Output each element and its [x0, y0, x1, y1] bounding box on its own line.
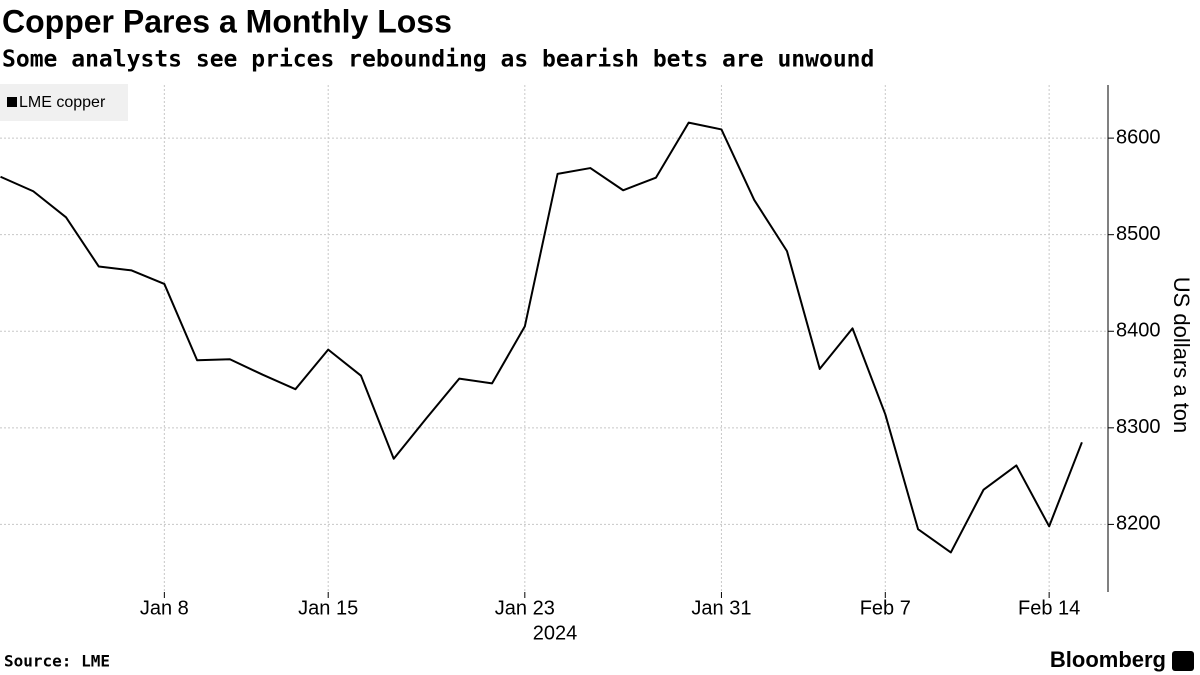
y-tick-label: 8600 — [1116, 126, 1161, 148]
y-tick-label: 8200 — [1116, 513, 1161, 535]
y-tick-label: 8500 — [1116, 223, 1161, 245]
x-axis-year: 2024 — [533, 622, 578, 644]
chart-subtitle: Some analysts see prices rebounding as b… — [2, 47, 874, 73]
legend-label: LME copper — [19, 94, 106, 111]
chart-title: Copper Pares a Monthly Loss — [2, 3, 452, 39]
x-tick-label: Feb 7 — [860, 597, 911, 619]
legend-swatch — [7, 97, 17, 107]
line — [0, 121, 1083, 554]
brand-icon — [1172, 651, 1194, 671]
x-tick-label: Jan 15 — [298, 597, 358, 619]
x-tick-label: Feb 14 — [1018, 597, 1080, 619]
x-tick-label: Jan 23 — [495, 597, 555, 619]
source: Source: LME — [4, 652, 110, 671]
x-tick-label: Jan 31 — [691, 597, 751, 619]
y-tick-label: 8300 — [1116, 416, 1161, 438]
y-axis-title: US dollars a ton — [1169, 277, 1194, 434]
legend-box — [0, 84, 128, 121]
brand: Bloomberg — [1050, 647, 1166, 672]
y-tick-label: 8400 — [1116, 320, 1161, 342]
x-tick-label: Jan 8 — [140, 597, 189, 619]
